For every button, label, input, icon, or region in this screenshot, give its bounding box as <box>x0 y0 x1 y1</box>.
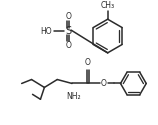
Text: O: O <box>65 41 71 50</box>
Text: HO: HO <box>41 27 52 36</box>
Text: O: O <box>101 79 107 88</box>
Text: S: S <box>65 26 71 36</box>
Text: O: O <box>65 12 71 21</box>
Text: CH₃: CH₃ <box>101 1 115 10</box>
Text: NH₂: NH₂ <box>66 92 80 101</box>
Text: O: O <box>85 58 91 67</box>
